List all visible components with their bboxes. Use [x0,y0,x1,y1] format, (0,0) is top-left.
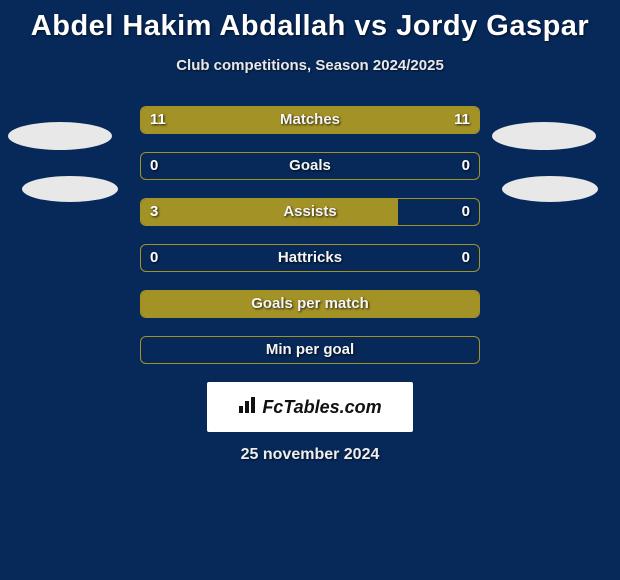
bar-track [140,336,480,364]
stat-row: Hattricks00 [0,244,620,272]
player-avatar-placeholder [502,176,598,202]
stat-row: Min per goal [0,336,620,364]
bar-left [141,107,310,133]
logo-box: FcTables.com [207,382,413,432]
bar-track [140,106,480,134]
stat-row: Assists30 [0,198,620,226]
player-avatar-placeholder [8,122,112,150]
bar-left [141,291,479,317]
page-title: Abdel Hakim Abdallah vs Jordy Gaspar [0,0,620,43]
stat-row: Goals per match [0,290,620,318]
logo-text: FcTables.com [262,397,381,418]
player-avatar-placeholder [492,122,596,150]
bar-track [140,290,480,318]
stat-row: Goals00 [0,152,620,180]
bar-left [141,199,398,225]
date-label: 25 november 2024 [0,446,620,464]
bar-track [140,244,480,272]
bar-track [140,198,480,226]
player-avatar-placeholder [22,176,118,202]
bar-right [310,107,479,133]
chart-icon [238,396,258,419]
logo: FcTables.com [238,396,381,419]
page-subtitle: Club competitions, Season 2024/2025 [0,57,620,74]
bar-track [140,152,480,180]
